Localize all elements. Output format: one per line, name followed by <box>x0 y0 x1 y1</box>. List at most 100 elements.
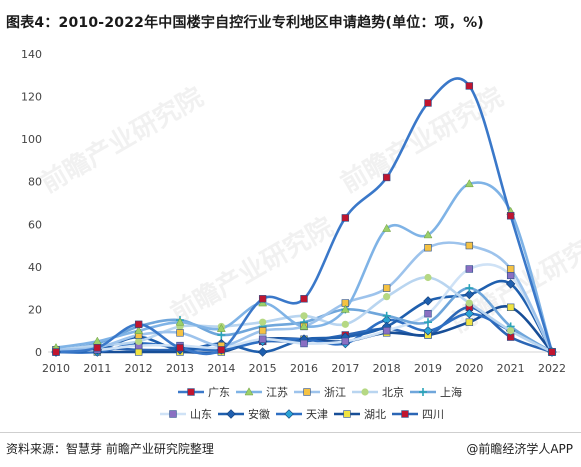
data-point-北京 <box>507 327 515 335</box>
data-point-北京 <box>424 273 432 282</box>
data-point-天津 <box>464 308 475 319</box>
data-point-江苏 <box>299 321 309 330</box>
data-point-山东 <box>300 339 308 348</box>
legend-swatch-marker <box>226 409 236 419</box>
legend-swatch-marker <box>244 387 254 396</box>
data-point-湖北 <box>506 303 515 311</box>
y-tick-label: 60 <box>28 218 42 231</box>
data-point-湖北 <box>134 348 143 356</box>
series-line-广东 <box>54 77 554 356</box>
legend-item: 广东 <box>178 386 230 399</box>
data-point-广东 <box>506 212 515 220</box>
legend-item: 四川 <box>392 408 444 421</box>
x-tick-label: 2017 <box>331 362 359 375</box>
data-point-湖北 <box>465 318 474 326</box>
x-tick-label: 2011 <box>83 362 111 375</box>
data-point-山东 <box>341 337 350 346</box>
x-tick-label: 2019 <box>414 362 442 375</box>
legend-item: 北京 <box>352 385 404 399</box>
data-point-安徽 <box>464 289 475 300</box>
data-point-江苏 <box>382 223 392 232</box>
legend-item: 安徽 <box>218 407 270 421</box>
legend-swatch-marker <box>303 388 311 396</box>
data-point-江苏 <box>464 179 474 188</box>
data-point-北京 <box>465 299 473 307</box>
brand-credit: @前瞻经济学人APP <box>466 442 573 456</box>
y-tick-label: 80 <box>28 176 42 189</box>
legend-label: 四川 <box>422 408 444 421</box>
legend-swatch-marker <box>169 410 177 418</box>
data-point-北京 <box>135 337 143 345</box>
data-point-山东 <box>424 309 432 318</box>
data-point-山东 <box>465 265 474 273</box>
legend-swatch-marker <box>187 388 195 396</box>
data-point-天津 <box>423 325 433 336</box>
legend-swatch-marker <box>361 388 369 396</box>
legend-item: 江苏 <box>236 386 288 399</box>
data-point-江苏 <box>175 317 185 326</box>
data-point-北京 <box>341 320 349 328</box>
data-point-山东 <box>506 271 515 280</box>
source-note: 资料来源：智慧芽 前瞻产业研究院整理 <box>6 442 214 456</box>
data-point-江苏 <box>134 325 144 334</box>
y-tick-label: 100 <box>21 133 42 146</box>
y-tick-label: 0 <box>35 346 42 359</box>
legend-label: 湖北 <box>364 408 386 421</box>
x-tick-label: 2014 <box>207 362 235 375</box>
data-point-广东 <box>217 346 226 354</box>
data-point-北京 <box>259 318 267 326</box>
series-markers <box>51 82 557 357</box>
data-point-广东 <box>93 344 102 352</box>
legend-swatch-marker <box>284 409 294 419</box>
x-tick-label: 2015 <box>249 362 277 375</box>
data-point-浙江 <box>506 265 515 273</box>
y-tick-label: 120 <box>21 91 42 104</box>
data-point-江苏 <box>423 230 433 239</box>
data-point-浙江 <box>382 284 391 292</box>
legend-item: 浙江 <box>294 386 346 399</box>
data-point-广东 <box>382 173 391 182</box>
legend-item: 山东 <box>160 408 212 421</box>
chart-title: 图表4：2010-2022年中国楼宇自控行业专利地区申请趋势(单位：项，%) <box>6 15 484 31</box>
x-tick-label: 2016 <box>290 362 318 375</box>
data-point-江苏 <box>340 304 350 313</box>
data-point-浙江 <box>465 241 474 250</box>
data-point-浙江 <box>176 329 184 337</box>
data-point-北京 <box>300 312 308 320</box>
data-point-安徽 <box>505 279 516 289</box>
data-point-江苏 <box>216 323 226 332</box>
data-point-浙江 <box>424 244 432 252</box>
y-tick-label: 20 <box>28 303 42 316</box>
y-axis: 0 20 40 60 80 100 120 140 <box>21 48 42 359</box>
legend-label: 上海 <box>440 385 462 399</box>
x-tick-label: 2021 <box>497 362 525 375</box>
x-tick-label: 2012 <box>125 362 153 375</box>
legend-item: 上海 <box>410 385 462 399</box>
data-point-广东 <box>424 99 432 107</box>
legend-swatch-marker <box>401 410 409 418</box>
data-point-广东 <box>465 82 474 90</box>
data-point-山东 <box>258 335 267 343</box>
legend-label: 安徽 <box>248 407 270 421</box>
x-tick-label: 2020 <box>455 362 483 375</box>
data-point-广东 <box>134 320 143 329</box>
legend-label: 江苏 <box>266 386 288 399</box>
data-point-广东 <box>300 295 308 303</box>
data-point-浙江 <box>258 327 267 335</box>
data-point-广东 <box>341 214 350 222</box>
legend-label: 浙江 <box>324 386 346 399</box>
footer-divider <box>0 432 581 433</box>
x-tick-label: 2010 <box>42 362 70 375</box>
legend-label: 北京 <box>382 385 404 399</box>
legend-item: 天津 <box>276 408 328 421</box>
y-tick-label: 140 <box>21 48 42 61</box>
y-tick-label: 40 <box>28 261 42 274</box>
legend-label: 山东 <box>190 408 212 421</box>
data-point-安徽 <box>257 347 268 357</box>
legend-label: 广东 <box>208 386 230 399</box>
legend-label: 天津 <box>306 408 328 421</box>
data-point-广东 <box>258 295 267 303</box>
data-point-安徽 <box>423 296 433 306</box>
